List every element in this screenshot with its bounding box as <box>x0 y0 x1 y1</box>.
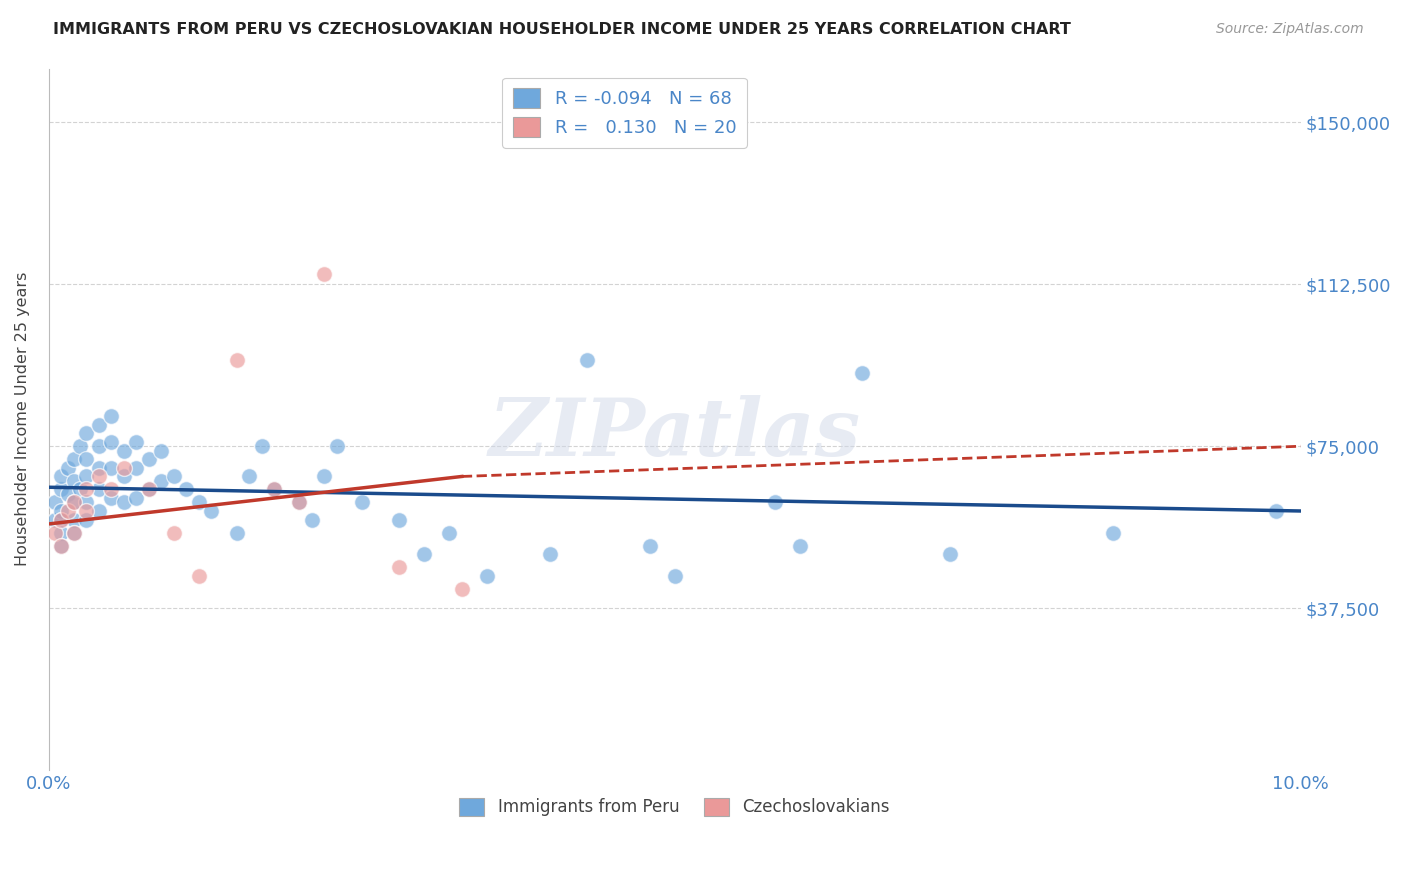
Point <box>250 439 273 453</box>
Point <box>388 560 411 574</box>
Point <box>163 525 186 540</box>
Point <box>125 491 148 505</box>
Point <box>62 525 84 540</box>
Point <box>51 513 73 527</box>
Point <box>664 568 686 582</box>
Point <box>44 513 66 527</box>
Point <box>87 469 110 483</box>
Point <box>138 452 160 467</box>
Point <box>176 483 198 497</box>
Point <box>100 434 122 449</box>
Point <box>69 483 91 497</box>
Point <box>75 513 97 527</box>
Point <box>789 539 811 553</box>
Point <box>75 452 97 467</box>
Point <box>62 495 84 509</box>
Point <box>163 469 186 483</box>
Point <box>112 443 135 458</box>
Point <box>288 495 311 509</box>
Point <box>75 469 97 483</box>
Point <box>75 483 97 497</box>
Point <box>56 504 79 518</box>
Point <box>75 504 97 518</box>
Point <box>238 469 260 483</box>
Point <box>314 469 336 483</box>
Point <box>138 483 160 497</box>
Text: ZIPatlas: ZIPatlas <box>489 394 860 472</box>
Point <box>388 513 411 527</box>
Point <box>51 483 73 497</box>
Point <box>1102 525 1125 540</box>
Point <box>288 495 311 509</box>
Legend: Immigrants from Peru, Czechoslovakians: Immigrants from Peru, Czechoslovakians <box>451 789 898 825</box>
Point <box>44 495 66 509</box>
Point <box>75 426 97 441</box>
Point <box>225 525 247 540</box>
Point <box>325 439 347 453</box>
Point <box>62 452 84 467</box>
Point <box>225 352 247 367</box>
Point <box>69 439 91 453</box>
Text: Source: ZipAtlas.com: Source: ZipAtlas.com <box>1216 22 1364 37</box>
Point <box>44 525 66 540</box>
Point <box>112 460 135 475</box>
Point <box>138 483 160 497</box>
Point <box>263 483 285 497</box>
Point <box>125 434 148 449</box>
Point <box>1264 504 1286 518</box>
Point <box>100 491 122 505</box>
Point <box>638 539 661 553</box>
Point <box>56 460 79 475</box>
Point <box>150 474 173 488</box>
Point <box>87 483 110 497</box>
Point <box>576 352 599 367</box>
Point <box>263 483 285 497</box>
Point <box>314 267 336 281</box>
Point <box>51 539 73 553</box>
Point <box>100 483 122 497</box>
Point <box>112 469 135 483</box>
Point <box>200 504 222 518</box>
Point <box>62 495 84 509</box>
Point <box>413 547 436 561</box>
Point <box>56 487 79 501</box>
Point <box>475 568 498 582</box>
Point <box>51 469 73 483</box>
Point <box>538 547 561 561</box>
Y-axis label: Householder Income Under 25 years: Householder Income Under 25 years <box>15 272 30 566</box>
Point <box>87 439 110 453</box>
Point <box>350 495 373 509</box>
Point <box>439 525 461 540</box>
Point <box>100 409 122 423</box>
Point <box>112 495 135 509</box>
Point <box>100 460 122 475</box>
Point <box>851 366 873 380</box>
Point <box>87 504 110 518</box>
Point <box>51 504 73 518</box>
Point <box>301 513 323 527</box>
Point <box>62 513 84 527</box>
Point <box>75 495 97 509</box>
Point <box>51 539 73 553</box>
Point <box>87 460 110 475</box>
Point <box>51 525 73 540</box>
Point <box>150 443 173 458</box>
Point <box>62 474 84 488</box>
Text: IMMIGRANTS FROM PERU VS CZECHOSLOVAKIAN HOUSEHOLDER INCOME UNDER 25 YEARS CORREL: IMMIGRANTS FROM PERU VS CZECHOSLOVAKIAN … <box>53 22 1071 37</box>
Point <box>451 582 474 596</box>
Point <box>125 460 148 475</box>
Point <box>62 525 84 540</box>
Point <box>939 547 962 561</box>
Point <box>763 495 786 509</box>
Point <box>87 417 110 432</box>
Point <box>188 568 211 582</box>
Point <box>51 513 73 527</box>
Point <box>188 495 211 509</box>
